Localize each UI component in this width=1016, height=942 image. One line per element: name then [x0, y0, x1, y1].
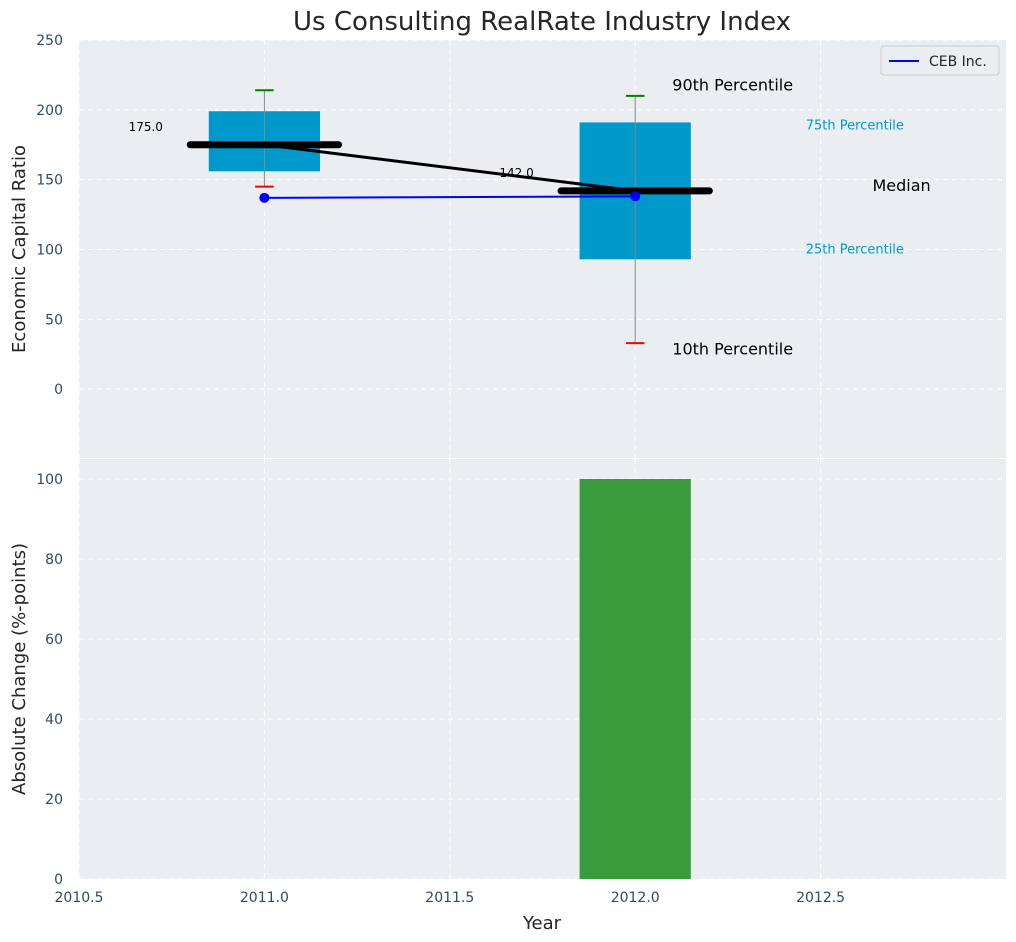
bottom-y-tick-label: 60 — [45, 632, 63, 648]
percentile-annotation: 25th Percentile — [806, 243, 904, 258]
x-tick-label: 2011.5 — [425, 890, 474, 906]
bottom-plot-area — [79, 459, 1006, 879]
chart-title: Us Consulting RealRate Industry Index — [293, 7, 791, 37]
percentile-annotation: 75th Percentile — [806, 118, 904, 133]
x-tick-label: 2012.0 — [611, 890, 660, 906]
top-y-tick-label: 250 — [36, 33, 63, 49]
legend-label: CEB Inc. — [929, 54, 987, 70]
percentile-annotation: Median — [873, 176, 931, 195]
x-tick-label: 2010.5 — [55, 890, 104, 906]
bottom-y-tick-label: 20 — [45, 792, 63, 808]
x-tick-label: 2012.5 — [796, 890, 845, 906]
top-panel: 0 50 100 150 200 250 175.0 142.0 90th Percentile… — [36, 33, 1006, 460]
change-bar — [579, 479, 691, 879]
bottom-y-tick-label: 100 — [36, 472, 63, 488]
series-point-ceb — [259, 192, 270, 203]
bottom-panel: 0 20 40 60 80 100 2010.5 2011.0 2011.5 2012.0 2012… — [36, 459, 1006, 906]
bottom-y-tick-label: 40 — [45, 712, 63, 728]
top-y-axis-label: Economic Capital Ratio — [9, 145, 30, 353]
top-y-tick-label: 50 — [45, 312, 63, 328]
percentile-annotation: 10th Percentile — [672, 339, 793, 358]
median-value-label: 175.0 — [129, 120, 163, 134]
bottom-y-tick-label: 80 — [45, 552, 63, 568]
top-y-tick-label: 200 — [36, 103, 63, 119]
top-y-tick-label: 100 — [36, 243, 63, 259]
x-axis-label: Year — [522, 913, 562, 934]
x-tick-label: 2011.0 — [240, 890, 289, 906]
legend-box — [880, 45, 1000, 76]
bottom-y-tick-label: 0 — [54, 872, 63, 888]
top-y-tick-label: 150 — [36, 173, 63, 189]
median-trend-line — [264, 143, 636, 193]
percentile-annotation: 90th Percentile — [672, 75, 793, 94]
series-point-ceb — [630, 191, 641, 202]
series-line-ceb — [264, 195, 636, 199]
bottom-y-axis-label: Absolute Change (%-points) — [9, 543, 30, 795]
top-y-tick-label: 0 — [54, 382, 63, 398]
median-value-label: 142.0 — [499, 166, 533, 180]
